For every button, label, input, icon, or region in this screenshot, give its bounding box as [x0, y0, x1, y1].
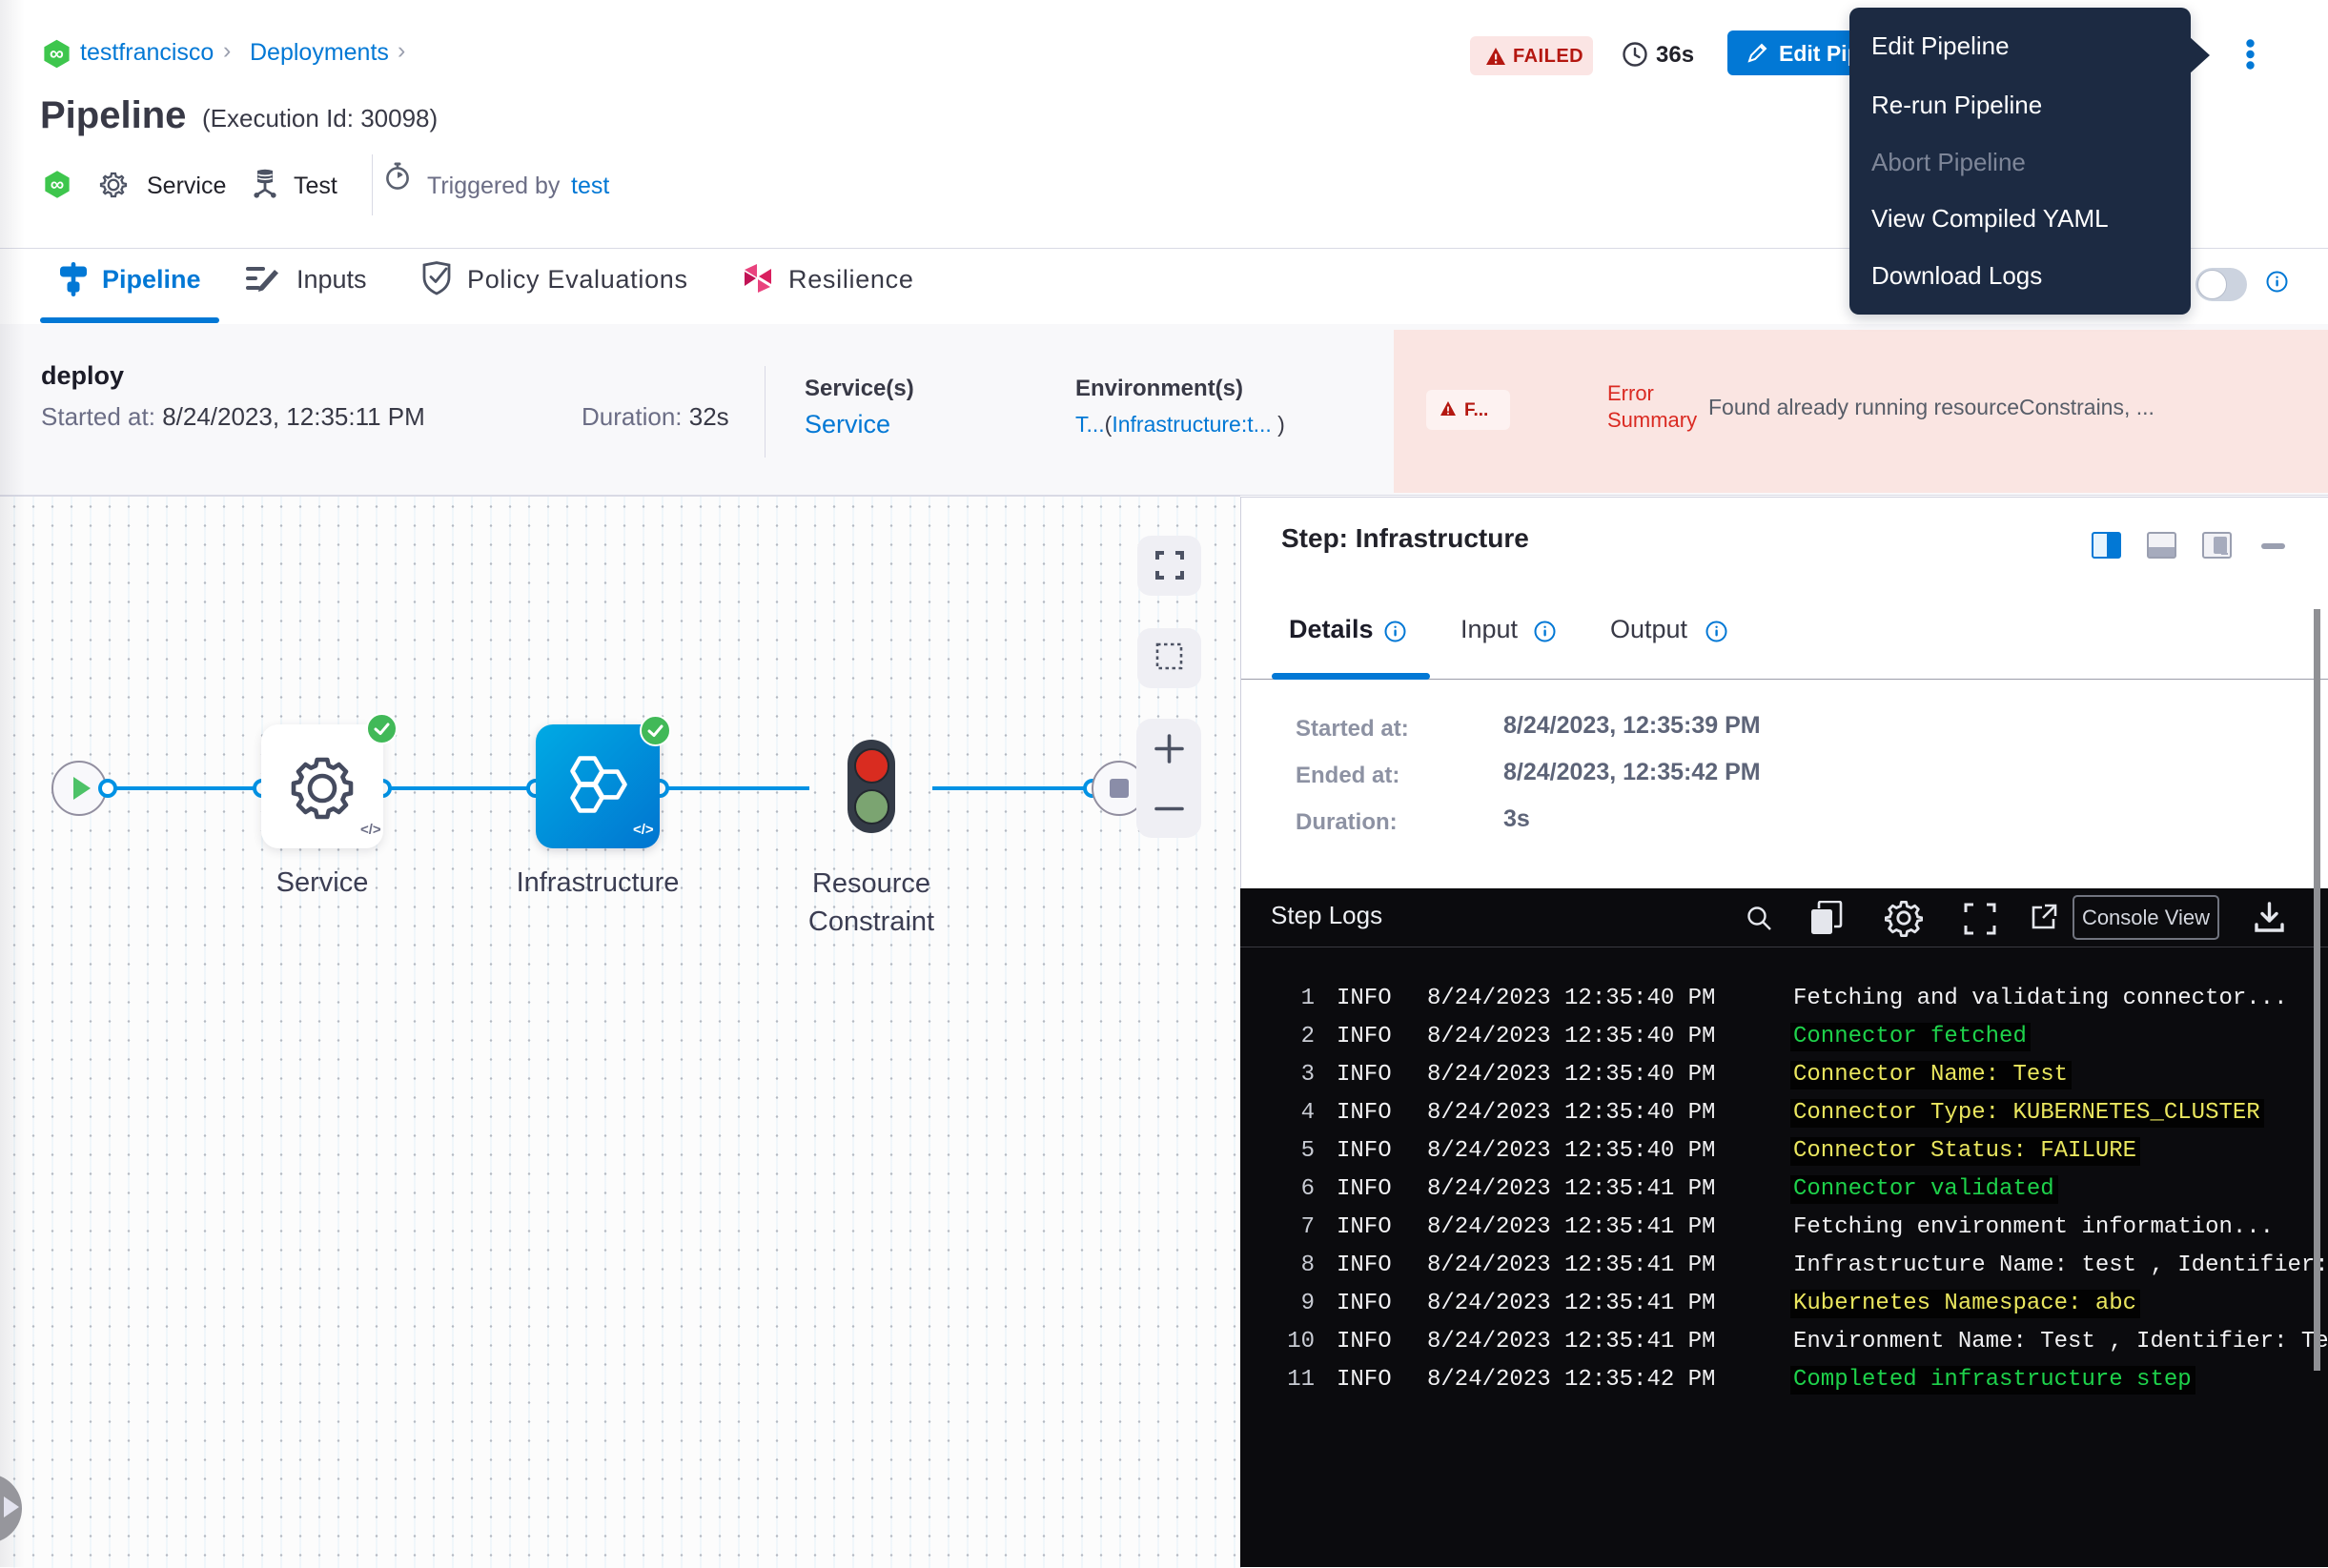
svg-text:∞: ∞: [51, 174, 64, 195]
svg-text:∞: ∞: [50, 43, 64, 65]
